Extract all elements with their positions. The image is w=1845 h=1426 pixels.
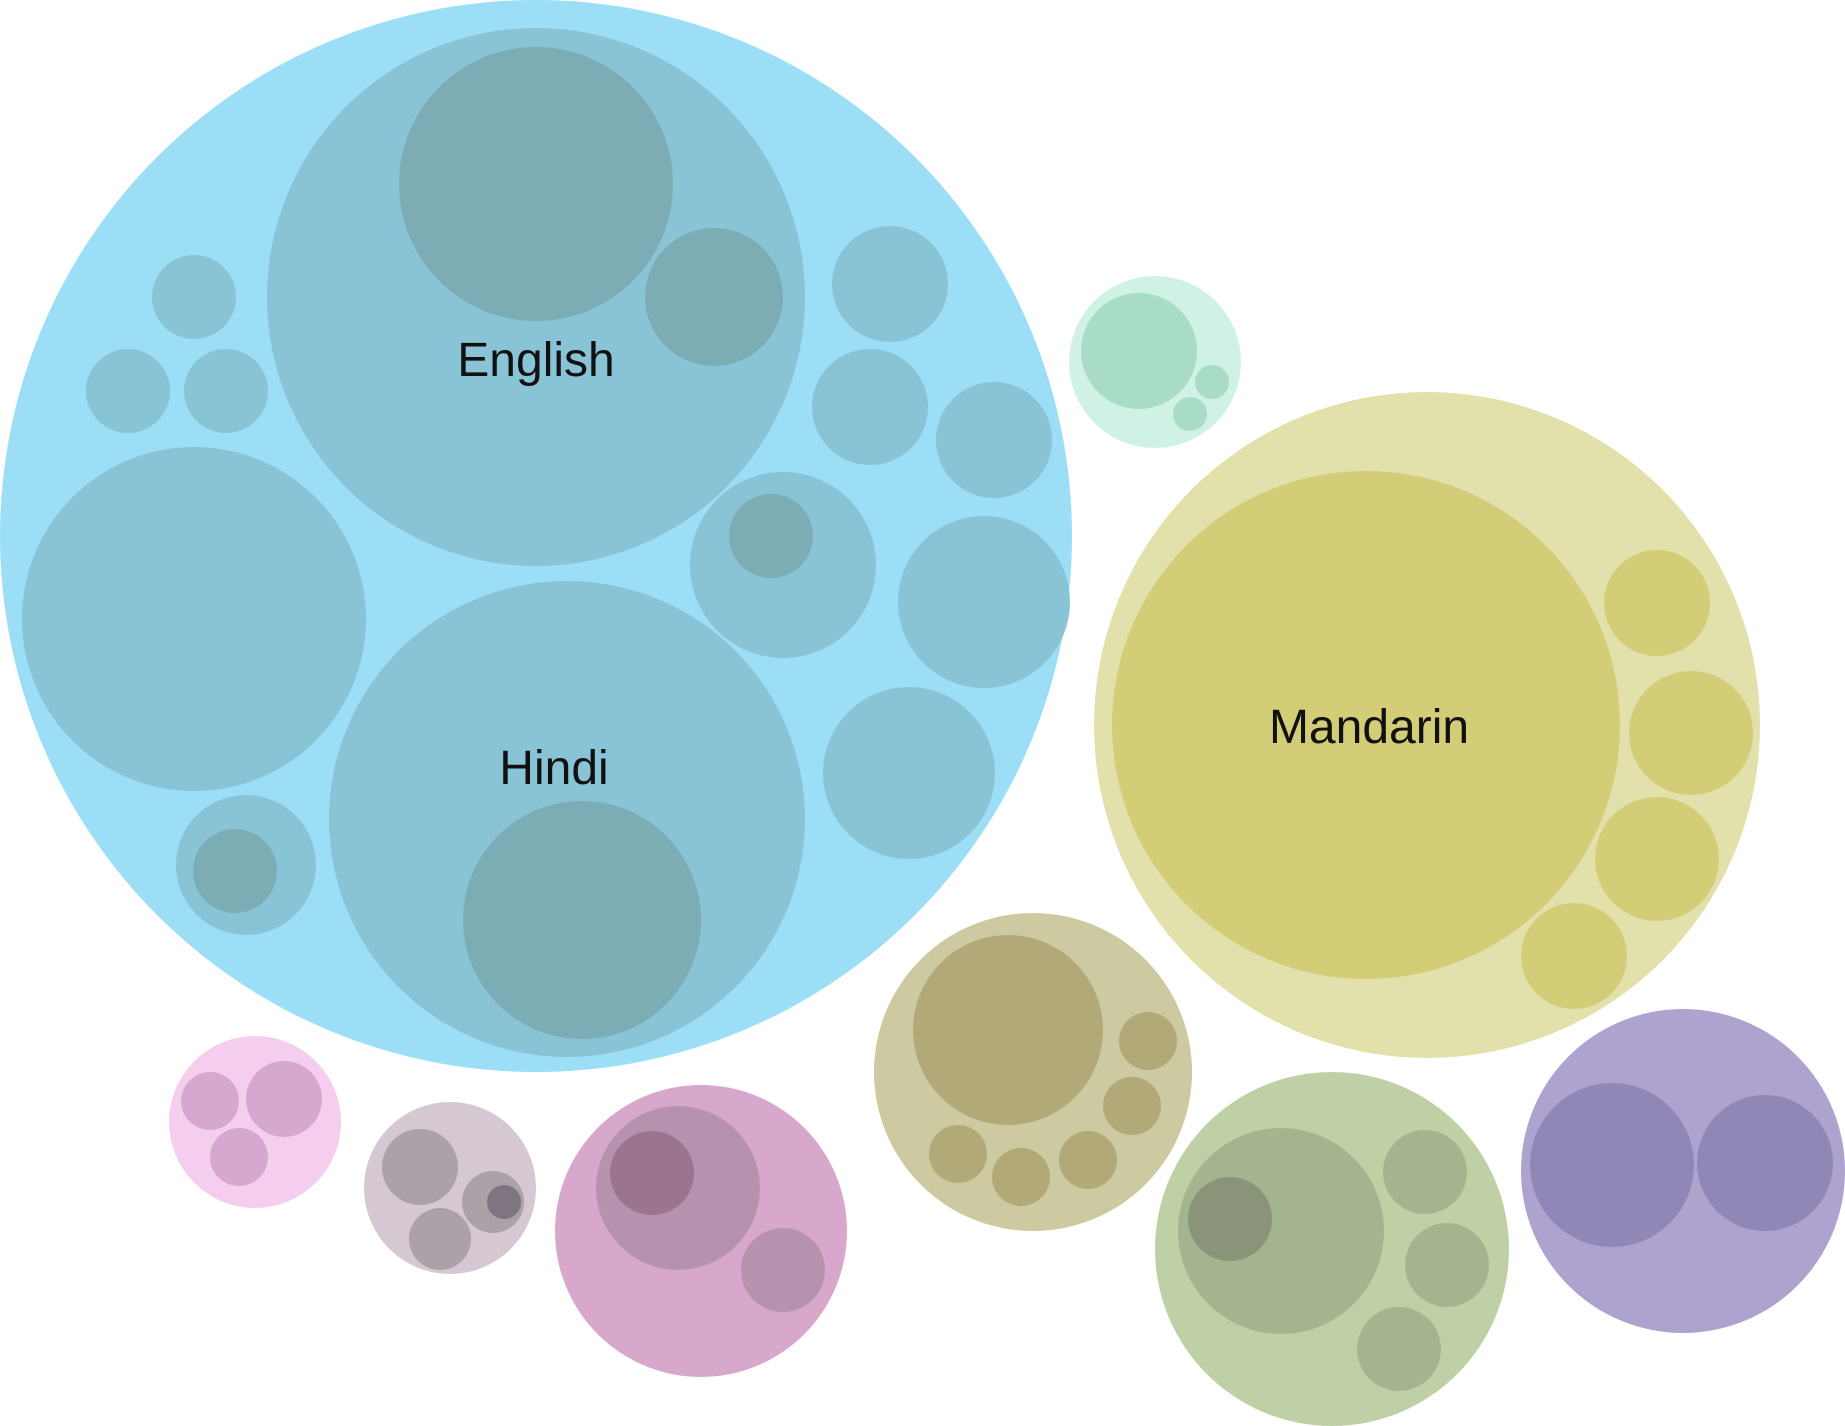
inner-circle: [1697, 1095, 1833, 1231]
inner-circle: [193, 829, 277, 913]
inner-circle: [487, 1185, 521, 1219]
inner-circle: [1188, 1177, 1272, 1261]
inner-circle: [1059, 1131, 1117, 1189]
inner-circle: [1530, 1083, 1694, 1247]
english-main-circle: [399, 47, 673, 321]
small-circle: [1521, 903, 1627, 1009]
mandarin-circle: [1112, 471, 1620, 979]
small-circle: [1595, 797, 1719, 921]
hindi-label: Hindi: [499, 742, 608, 795]
group-circle: [823, 687, 995, 859]
inner-circle: [409, 1208, 471, 1270]
inner-circle: [729, 494, 813, 578]
inner-circle: [913, 935, 1103, 1125]
small-circle: [1604, 550, 1710, 656]
inner-circle: [610, 1131, 694, 1215]
inner-circle: [1357, 1307, 1441, 1391]
inner-circle: [1119, 1012, 1177, 1070]
small-circle: [86, 349, 170, 433]
small-circle: [152, 255, 236, 339]
inner-circle: [246, 1061, 322, 1137]
inner-circle: [382, 1129, 458, 1205]
english-sub-circle: [645, 228, 783, 366]
inner-circle: [1103, 1077, 1161, 1135]
small-circle: [184, 349, 268, 433]
english-label: English: [457, 334, 614, 387]
inner-circle: [1173, 397, 1207, 431]
inner-circle: [929, 1125, 987, 1183]
inner-circle: [741, 1228, 825, 1312]
inner-circle: [1405, 1223, 1489, 1307]
inner-circle: [210, 1128, 268, 1186]
small-circle: [1629, 671, 1753, 795]
indo-aryan-circle: [22, 447, 366, 791]
small-circle: [832, 226, 948, 342]
small-circle: [936, 382, 1052, 498]
inner-circle: [1081, 293, 1197, 409]
group-circle: [898, 516, 1070, 688]
bubble-labels: English Hindi Mandarin: [457, 334, 1469, 795]
small-circle: [812, 349, 928, 465]
inner-circle: [1383, 1130, 1467, 1214]
mandarin-label: Mandarin: [1269, 701, 1469, 754]
inner-circle: [1195, 365, 1229, 399]
hindi-main-circle: [463, 801, 701, 1039]
inner-circle: [181, 1072, 239, 1130]
inner-circle: [992, 1148, 1050, 1206]
